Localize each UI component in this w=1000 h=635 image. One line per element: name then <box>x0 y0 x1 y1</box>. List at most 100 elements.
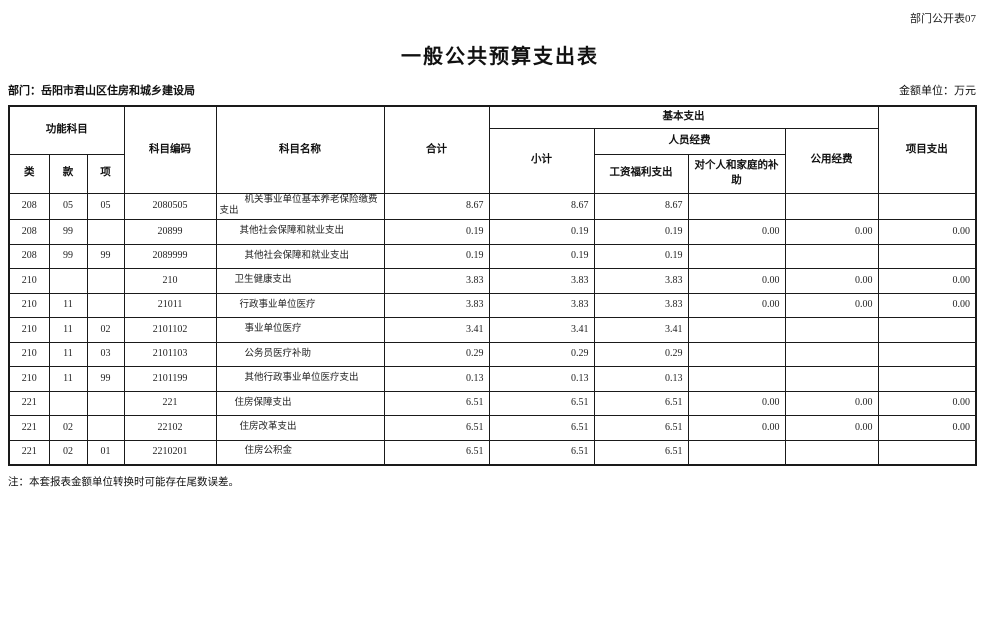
cell-wages-welfare: 6.51 <box>593 390 689 417</box>
cell-subtotal: 6.51 <box>488 390 595 417</box>
cell-public-funds: 0.00 <box>784 292 879 319</box>
cell-sub-item <box>86 292 125 319</box>
cell-total: 6.51 <box>383 439 490 466</box>
cell-project-expenditure: 0.00 <box>877 390 977 417</box>
table-row: 210 11 03 2101103 公务员医疗补助 0.29 0.29 0.29 <box>8 341 977 368</box>
cell-subtotal: 0.19 <box>488 243 595 270</box>
cell-subject-name: 行政事业单位医疗 <box>215 292 385 319</box>
header-public-funds: 公用经费 <box>784 127 879 194</box>
cell-total: 0.13 <box>383 366 490 392</box>
cell-subtotal: 6.51 <box>488 439 595 466</box>
cell-total: 3.83 <box>383 268 490 294</box>
cell-subject-code: 22102 <box>123 415 217 441</box>
cell-total: 3.41 <box>383 317 490 343</box>
cell-subject-code: 2080505 <box>123 192 217 221</box>
cell-sub-item: 02 <box>86 317 125 343</box>
cell-subtotal: 0.29 <box>488 341 595 368</box>
cell-sub-item: 03 <box>86 341 125 368</box>
cell-individual-family-subsidy: 0.00 <box>687 292 786 319</box>
cell-individual-family-subsidy <box>687 317 786 343</box>
cell-item: 02 <box>48 415 88 441</box>
cell-item <box>48 268 88 294</box>
cell-subtotal: 3.41 <box>488 317 595 343</box>
cell-individual-family-subsidy: 0.00 <box>687 390 786 417</box>
department-label: 部门：岳阳市君山区住房和城乡建设局 <box>8 85 195 97</box>
cell-project-expenditure <box>877 317 977 343</box>
form-number-label: 部门公开表07 <box>910 13 976 25</box>
cell-subject-code: 2101102 <box>123 317 217 343</box>
header-wages-welfare: 工资福利支出 <box>593 153 689 194</box>
cell-individual-family-subsidy <box>687 341 786 368</box>
table-row: 221 02 01 2210201 住房公积金 6.51 6.51 6.51 <box>8 439 977 466</box>
cell-wages-welfare: 0.13 <box>593 366 689 392</box>
table-header: 功能科目 科目编码 科目名称 合计 基本支出 项目支出 小计 人员经费 公用经费… <box>8 105 977 194</box>
cell-total: 6.51 <box>383 415 490 441</box>
cell-project-expenditure <box>877 243 977 270</box>
cell-subject-code: 210 <box>123 268 217 294</box>
cell-category: 221 <box>8 439 50 466</box>
cell-category: 210 <box>8 292 50 319</box>
cell-project-expenditure <box>877 192 977 221</box>
cell-public-funds <box>784 243 879 270</box>
header-personnel-funds: 人员经费 <box>593 127 786 155</box>
cell-subtotal: 8.67 <box>488 192 595 221</box>
cell-subject-name: 事业单位医疗 <box>215 317 385 343</box>
cell-category: 208 <box>8 243 50 270</box>
cell-category: 210 <box>8 341 50 368</box>
table-row: 210 11 99 2101199 其他行政事业单位医疗支出 0.13 0.13 0.13 <box>8 366 977 392</box>
header-subtotal: 小计 <box>488 127 595 194</box>
table-row: 221 02 22102 住房改革支出 6.51 6.51 6.51 0.00 0.00 0.00 <box>8 415 977 441</box>
cell-public-funds: 0.00 <box>784 219 879 245</box>
cell-subject-name: 住房保障支出 <box>215 390 385 417</box>
cell-wages-welfare: 6.51 <box>593 439 689 466</box>
header-basic-expenditure: 基本支出 <box>488 105 879 129</box>
cell-subject-name: 其他社会保障和就业支出 <box>215 219 385 245</box>
cell-public-funds: 0.00 <box>784 390 879 417</box>
cell-category: 210 <box>8 366 50 392</box>
cell-subject-name: 机关事业单位基本养老保险缴费支出 <box>215 192 385 221</box>
cell-subtotal: 3.83 <box>488 292 595 319</box>
cell-project-expenditure: 0.00 <box>877 268 977 294</box>
table-row: 208 99 20899 其他社会保障和就业支出 0.19 0.19 0.19 0.00 0.0… <box>8 219 977 245</box>
cell-project-expenditure: 0.00 <box>877 292 977 319</box>
cell-item: 11 <box>48 317 88 343</box>
header-item: 款 <box>48 153 88 194</box>
table-body: 208 05 05 2080505 机关事业单位基本养老保险缴费支出 8.67 8.67 8.… <box>8 192 977 466</box>
cell-subject-code: 2089999 <box>123 243 217 270</box>
cell-subject-name: 公务员医疗补助 <box>215 341 385 368</box>
header-subject-code: 科目编码 <box>123 105 217 194</box>
cell-item: 11 <box>48 292 88 319</box>
cell-individual-family-subsidy: 0.00 <box>687 415 786 441</box>
cell-individual-family-subsidy <box>687 243 786 270</box>
cell-individual-family-subsidy <box>687 192 786 221</box>
header-project-expenditure: 项目支出 <box>877 105 977 194</box>
cell-item: 99 <box>48 243 88 270</box>
cell-item: 11 <box>48 366 88 392</box>
cell-wages-welfare: 3.83 <box>593 268 689 294</box>
table-row: 210 11 02 2101102 事业单位医疗 3.41 3.41 3.41 <box>8 317 977 343</box>
cell-item: 99 <box>48 219 88 245</box>
cell-subject-code: 2101199 <box>123 366 217 392</box>
cell-public-funds <box>784 439 879 466</box>
cell-category: 210 <box>8 268 50 294</box>
cell-public-funds <box>784 192 879 221</box>
cell-subtotal: 0.13 <box>488 366 595 392</box>
cell-sub-item <box>86 390 125 417</box>
cell-sub-item <box>86 268 125 294</box>
cell-subject-name: 卫生健康支出 <box>215 268 385 294</box>
header-total: 合计 <box>383 105 490 194</box>
cell-total: 8.67 <box>383 192 490 221</box>
cell-subject-code: 2101103 <box>123 341 217 368</box>
table-row: 210 11 21011 行政事业单位医疗 3.83 3.83 3.83 0.00 0.00 0.… <box>8 292 977 319</box>
table-row: 208 05 05 2080505 机关事业单位基本养老保险缴费支出 8.67 8.67 8.… <box>8 192 977 221</box>
cell-subtotal: 0.19 <box>488 219 595 245</box>
header-subject-name: 科目名称 <box>215 105 385 194</box>
cell-sub-item <box>86 219 125 245</box>
cell-project-expenditure <box>877 341 977 368</box>
cell-individual-family-subsidy: 0.00 <box>687 219 786 245</box>
cell-item: 05 <box>48 192 88 221</box>
cell-project-expenditure <box>877 439 977 466</box>
page-title: 一般公共预算支出表 <box>401 46 599 68</box>
cell-wages-welfare: 0.19 <box>593 243 689 270</box>
cell-individual-family-subsidy <box>687 439 786 466</box>
